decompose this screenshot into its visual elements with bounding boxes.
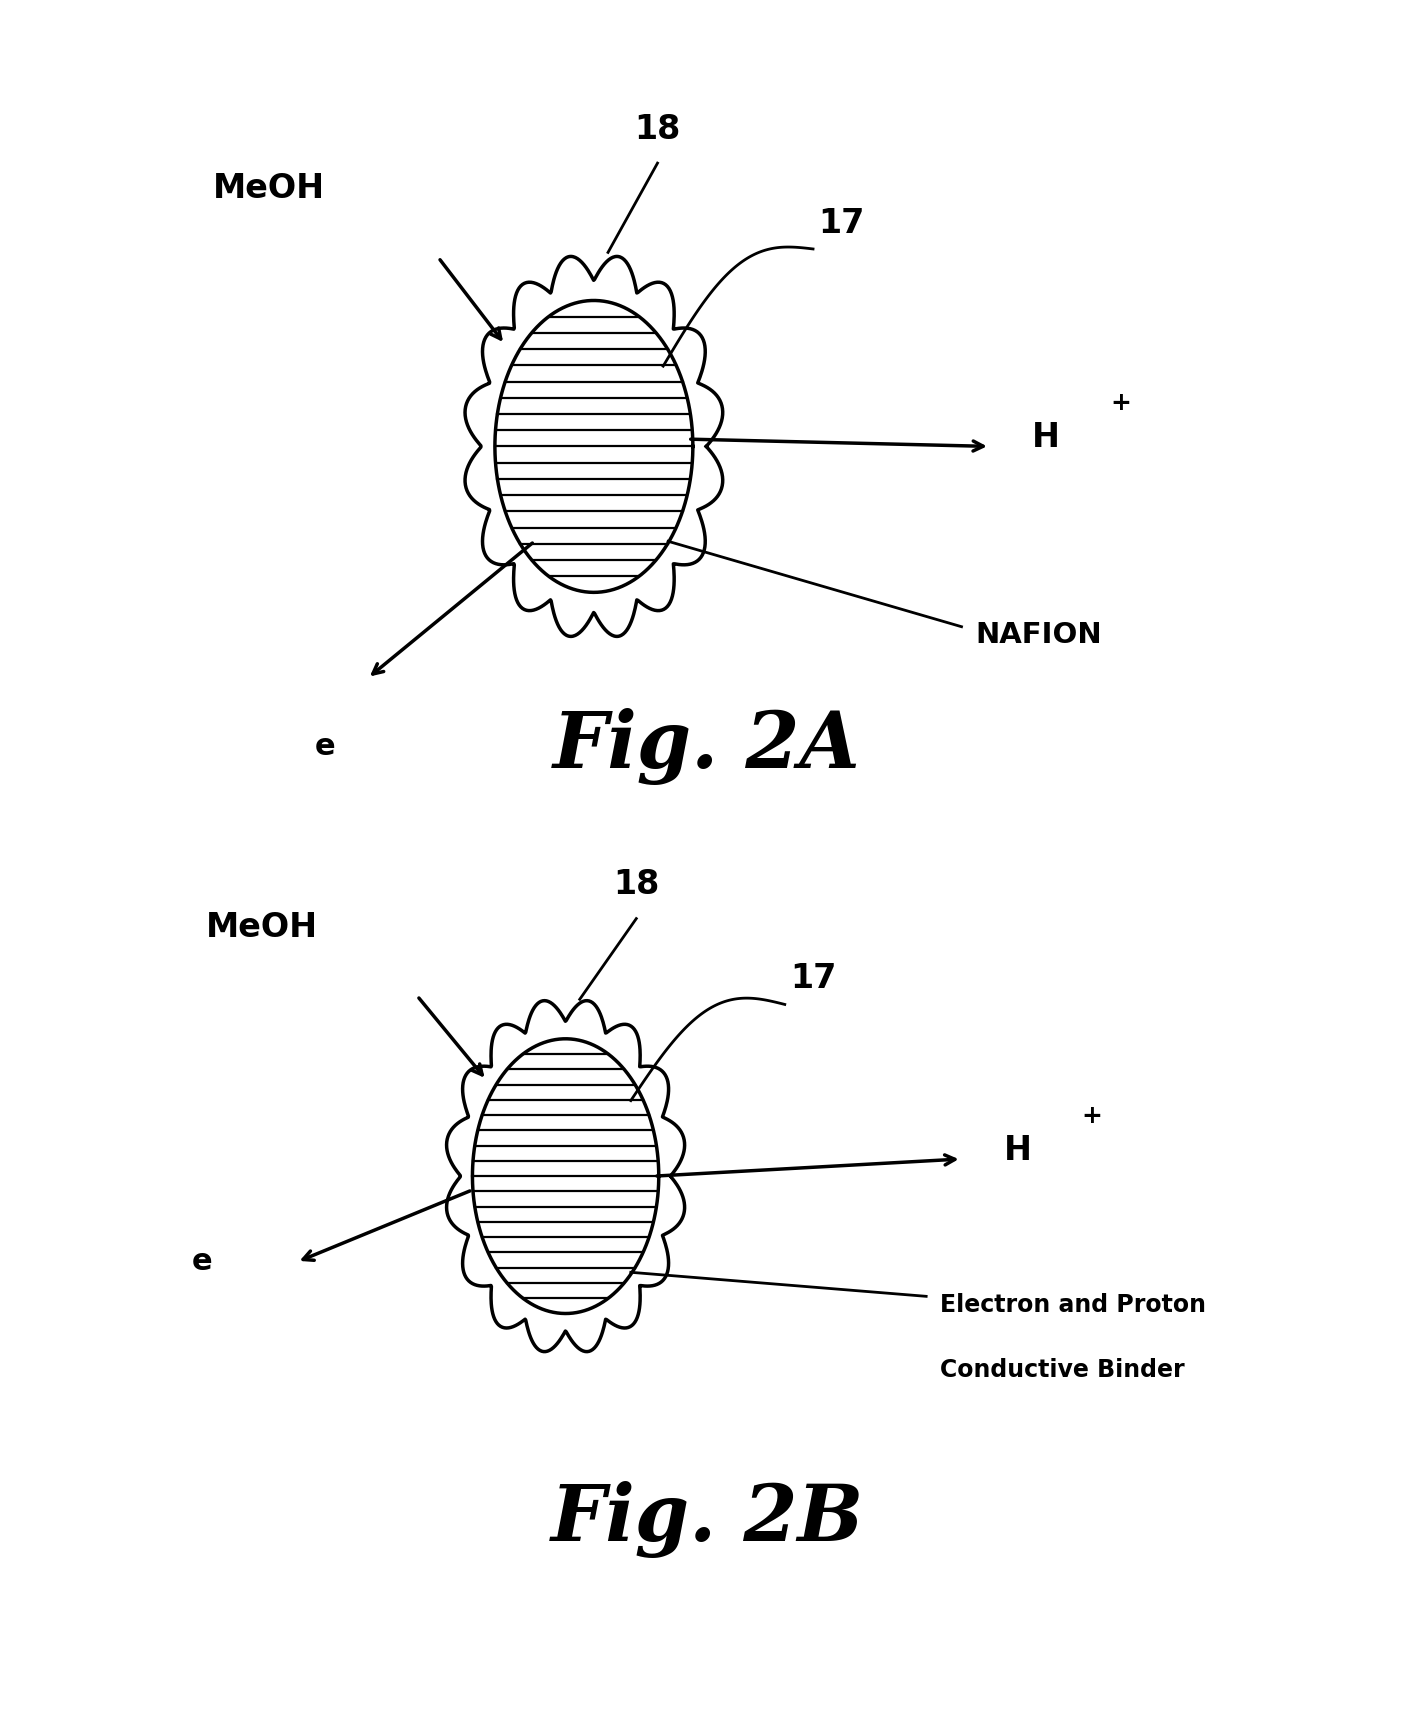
Text: Fig. 2B: Fig. 2B [550, 1482, 864, 1557]
Polygon shape [472, 1039, 659, 1314]
Text: 18: 18 [635, 113, 680, 146]
Text: NAFION: NAFION [976, 622, 1103, 649]
Polygon shape [495, 300, 693, 592]
Text: 17: 17 [790, 962, 836, 996]
Text: +: + [1110, 391, 1131, 416]
Text: 17: 17 [819, 206, 864, 240]
Polygon shape [465, 256, 723, 637]
Text: e: e [191, 1248, 212, 1276]
Text: H: H [1004, 1133, 1032, 1168]
Text: MeOH: MeOH [205, 910, 318, 944]
Text: +: + [1082, 1104, 1103, 1128]
Text: MeOH: MeOH [212, 172, 325, 206]
Text: H: H [1032, 421, 1060, 455]
Text: Conductive Binder: Conductive Binder [940, 1358, 1185, 1382]
Text: 18: 18 [614, 869, 659, 901]
Text: Electron and Proton: Electron and Proton [940, 1293, 1206, 1317]
Text: Fig. 2A: Fig. 2A [553, 709, 861, 785]
Text: e: e [315, 733, 335, 761]
Polygon shape [447, 1001, 684, 1351]
